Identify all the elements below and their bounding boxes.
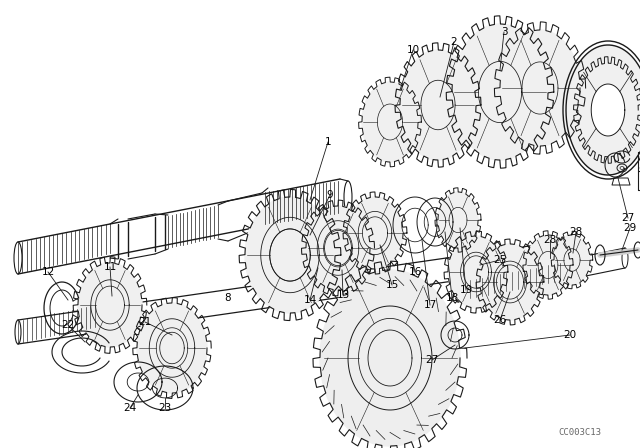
Text: 26: 26 [493, 315, 507, 325]
Text: 2: 2 [451, 37, 458, 47]
Polygon shape [480, 244, 540, 320]
Polygon shape [500, 30, 580, 146]
Text: 27: 27 [621, 213, 635, 223]
Text: 11: 11 [104, 262, 116, 272]
Text: 3: 3 [500, 27, 508, 37]
Text: 27: 27 [426, 355, 438, 365]
Text: 16: 16 [408, 267, 422, 277]
Polygon shape [526, 235, 570, 295]
Text: 23: 23 [158, 403, 172, 413]
Text: 25: 25 [493, 255, 507, 265]
Text: 18: 18 [445, 293, 459, 303]
Text: 8: 8 [225, 293, 231, 303]
Text: 29: 29 [623, 223, 637, 233]
Polygon shape [554, 235, 590, 285]
Text: 28: 28 [570, 227, 582, 237]
Polygon shape [566, 45, 640, 175]
Text: 9: 9 [326, 190, 333, 200]
Text: 19: 19 [460, 285, 472, 295]
Polygon shape [452, 24, 548, 160]
Polygon shape [400, 50, 476, 160]
Text: 12: 12 [42, 267, 54, 277]
Text: 20: 20 [563, 330, 577, 340]
Text: 15: 15 [385, 280, 399, 290]
Text: 22: 22 [61, 320, 75, 330]
Text: 17: 17 [424, 300, 436, 310]
Polygon shape [347, 197, 403, 269]
Polygon shape [245, 197, 335, 313]
Text: 13: 13 [337, 290, 349, 300]
Polygon shape [438, 192, 478, 248]
Text: 21: 21 [138, 317, 152, 327]
Text: 28: 28 [543, 235, 557, 245]
Text: 1: 1 [324, 137, 332, 147]
Polygon shape [137, 303, 207, 393]
Text: 24: 24 [124, 403, 136, 413]
Text: 14: 14 [303, 295, 317, 305]
Polygon shape [320, 270, 460, 446]
Text: 10: 10 [406, 45, 420, 55]
Polygon shape [306, 206, 370, 290]
Polygon shape [448, 236, 504, 308]
Polygon shape [78, 263, 142, 347]
Polygon shape [591, 84, 625, 136]
Text: CC003C13: CC003C13 [559, 427, 602, 436]
Polygon shape [362, 82, 418, 162]
